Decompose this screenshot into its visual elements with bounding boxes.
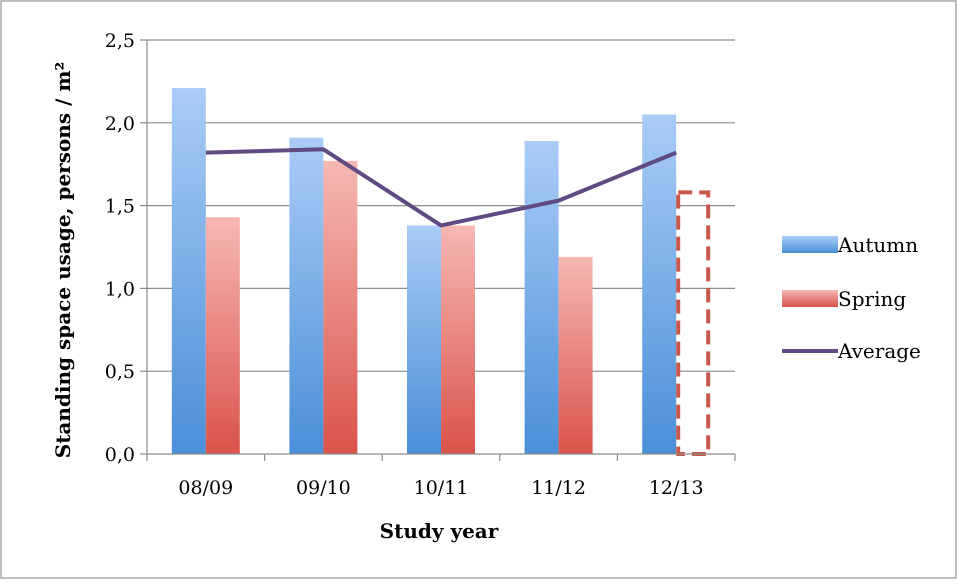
y-tick-labels: 0,0 0,5 1,0 1,5 2,0 2,5 [105,30,135,466]
y-tick-label: 2,5 [105,30,135,52]
bar-spring-08-09 [205,217,240,454]
legend-item-average: Average [782,339,921,363]
x-tick-label: 10/11 [414,477,469,499]
legend-swatch-spring [782,290,838,307]
legend-label-average: Average [837,339,921,363]
x-tick-label: 09/10 [296,477,351,499]
bars [171,88,711,457]
bar-autumn-11-12 [524,141,559,455]
y-axis-title: Standing space usage, persons / m² [51,62,75,459]
average-line-group [205,147,677,228]
bar-autumn-09-10 [289,137,324,455]
legend-label-spring: Spring [838,287,906,311]
y-tick-label: 1,5 [105,196,135,218]
x-axis-title: Study year [380,519,499,543]
x-tick-label: 11/12 [531,477,586,499]
bar-spring-10-11 [441,225,475,454]
bar-autumn-12-13 [642,114,677,455]
x-tick-label: 12/13 [649,477,704,499]
bar-spring-09-10 [323,160,358,454]
gridlines [147,39,735,372]
legend: Autumn Spring Average [782,233,921,363]
legend-item-spring: Spring [782,287,906,311]
x-tick-label: 08/09 [178,477,233,499]
legend-swatch-autumn [782,236,838,253]
x-tick-labels: 08/09 09/10 10/11 11/12 12/13 [178,477,703,499]
y-tick-label: 2,0 [105,113,135,135]
bar-autumn-08-09 [171,88,206,455]
y-tick-label: 0,0 [105,444,135,466]
axes [140,39,736,461]
bar-autumn-10-11 [407,225,441,454]
legend-label-autumn: Autumn [837,233,918,257]
bar-spring-11-12 [558,256,593,454]
y-tick-label: 0,5 [105,361,135,383]
average-line [205,147,677,228]
y-tick-label: 1,0 [105,278,135,300]
legend-item-autumn: Autumn [782,233,918,257]
